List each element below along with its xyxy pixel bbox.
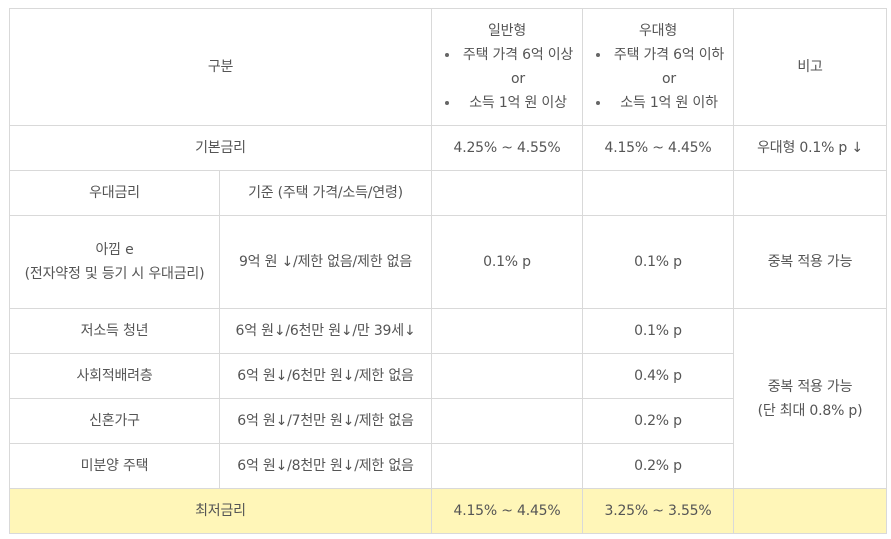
table-row: 신혼가구 6억 원↓/7천만 원↓/제한 없음 0.2% p <box>9 398 887 444</box>
header-note-cell: 비고 <box>733 8 887 126</box>
lowest-rate-label: 최저금리 <box>9 488 432 534</box>
item-label: 저소득 청년 <box>9 308 220 354</box>
item-label: 미분양 주택 <box>9 443 220 489</box>
item-preferred: 0.4% p <box>582 353 734 399</box>
item-preferred: 0.2% p <box>582 443 734 489</box>
loan-rate-table: 구분 일반형 주택 가격 6억 이상 or 소득 1억 원 이상 우대형 주택 … <box>9 8 887 534</box>
item-criteria: 6억 원↓/6천만 원↓/제한 없음 <box>219 353 432 399</box>
aggim-note: 중복 적용 가능 <box>733 215 887 309</box>
item-criteria: 6억 원↓/7천만 원↓/제한 없음 <box>219 398 432 444</box>
preferential-label: 우대금리 <box>9 170 220 216</box>
empty-cell <box>733 170 887 216</box>
bullet-item: 주택 가격 6억 이하 or <box>611 43 727 91</box>
base-rate-row: 기본금리 4.25% ~ 4.55% 4.15% ~ 4.45% 우대형 0.1… <box>9 125 887 171</box>
empty-cell <box>582 170 734 216</box>
table-row: 저소득 청년 6억 원↓/6천만 원↓/만 39세↓ 0.1% p 중복 적용 … <box>9 308 887 489</box>
aggim-row: 아낌 e (전자약정 및 등기 시 우대금리) 9억 원 ↓/제한 없음/제한 … <box>9 215 887 309</box>
base-rate-note: 우대형 0.1% p ↓ <box>733 125 887 171</box>
item-preferred: 0.2% p <box>582 398 734 444</box>
header-general-bullets: 주택 가격 6억 이상 or 소득 1억 원 이상 <box>438 43 576 115</box>
preferential-header-row: 우대금리 기준 (주택 가격/소득/연령) <box>9 170 887 216</box>
empty-cell <box>431 353 583 399</box>
header-category-cell: 구분 <box>9 8 432 126</box>
base-rate-preferred: 4.15% ~ 4.45% <box>582 125 734 171</box>
header-category: 구분 <box>207 59 234 75</box>
base-rate-general: 4.25% ~ 4.55% <box>431 125 583 171</box>
item-label: 신혼가구 <box>9 398 220 444</box>
aggim-general: 0.1% p <box>431 215 583 309</box>
header-general-cell: 일반형 주택 가격 6억 이상 or 소득 1억 원 이상 <box>431 8 583 126</box>
lowest-rate-row: 최저금리 4.15% ~ 4.45% 3.25% ~ 3.55% <box>9 488 887 534</box>
empty-cell <box>431 443 583 489</box>
bullet-item: 소득 1억 원 이상 <box>460 91 576 115</box>
header-row: 구분 일반형 주택 가격 6억 이상 or 소득 1억 원 이상 우대형 주택 … <box>9 8 887 126</box>
lowest-rate-preferred: 3.25% ~ 3.55% <box>582 488 734 534</box>
base-rate-label: 기본금리 <box>9 125 432 171</box>
aggim-label-detail: (전자약정 및 등기 시 우대금리) <box>24 266 205 282</box>
header-general-title: 일반형 <box>487 23 527 39</box>
header-note: 비고 <box>797 59 823 75</box>
preferential-criteria-label: 기준 (주택 가격/소득/연령) <box>219 170 432 216</box>
bullet-item: 주택 가격 6억 이상 or <box>460 43 576 91</box>
table-row: 사회적배려층 6억 원↓/6천만 원↓/제한 없음 0.4% p <box>9 353 887 399</box>
aggim-preferred: 0.1% p <box>582 215 734 309</box>
item-preferred: 0.1% p <box>582 308 734 354</box>
header-preferred-bullets: 주택 가격 6억 이하 or 소득 1억 원 이하 <box>589 43 727 115</box>
table-row: 미분양 주택 6억 원↓/8천만 원↓/제한 없음 0.2% p <box>9 443 887 489</box>
empty-cell <box>431 170 583 216</box>
lowest-rate-note <box>733 488 887 534</box>
header-preferred-title: 우대형 <box>638 23 678 39</box>
bullet-item: 소득 1억 원 이하 <box>611 91 727 115</box>
item-label: 사회적배려층 <box>9 353 220 399</box>
items-note-detail: (단 최대 0.8% p) <box>757 402 863 419</box>
aggim-label: 아낌 e <box>95 242 134 258</box>
items-note: 중복 적용 가능 <box>767 378 853 395</box>
empty-cell <box>431 398 583 444</box>
header-preferred-cell: 우대형 주택 가격 6억 이하 or 소득 1억 원 이하 <box>582 8 734 126</box>
empty-cell <box>431 308 583 354</box>
item-criteria: 6억 원↓/6천만 원↓/만 39세↓ <box>219 308 432 354</box>
lowest-rate-general: 4.15% ~ 4.45% <box>431 488 583 534</box>
aggim-criteria: 9억 원 ↓/제한 없음/제한 없음 <box>219 215 432 309</box>
aggim-label-cell: 아낌 e (전자약정 및 등기 시 우대금리) <box>9 215 220 309</box>
items-note-cell: 중복 적용 가능 (단 최대 0.8% p) <box>733 308 887 489</box>
item-criteria: 6억 원↓/8천만 원↓/제한 없음 <box>219 443 432 489</box>
